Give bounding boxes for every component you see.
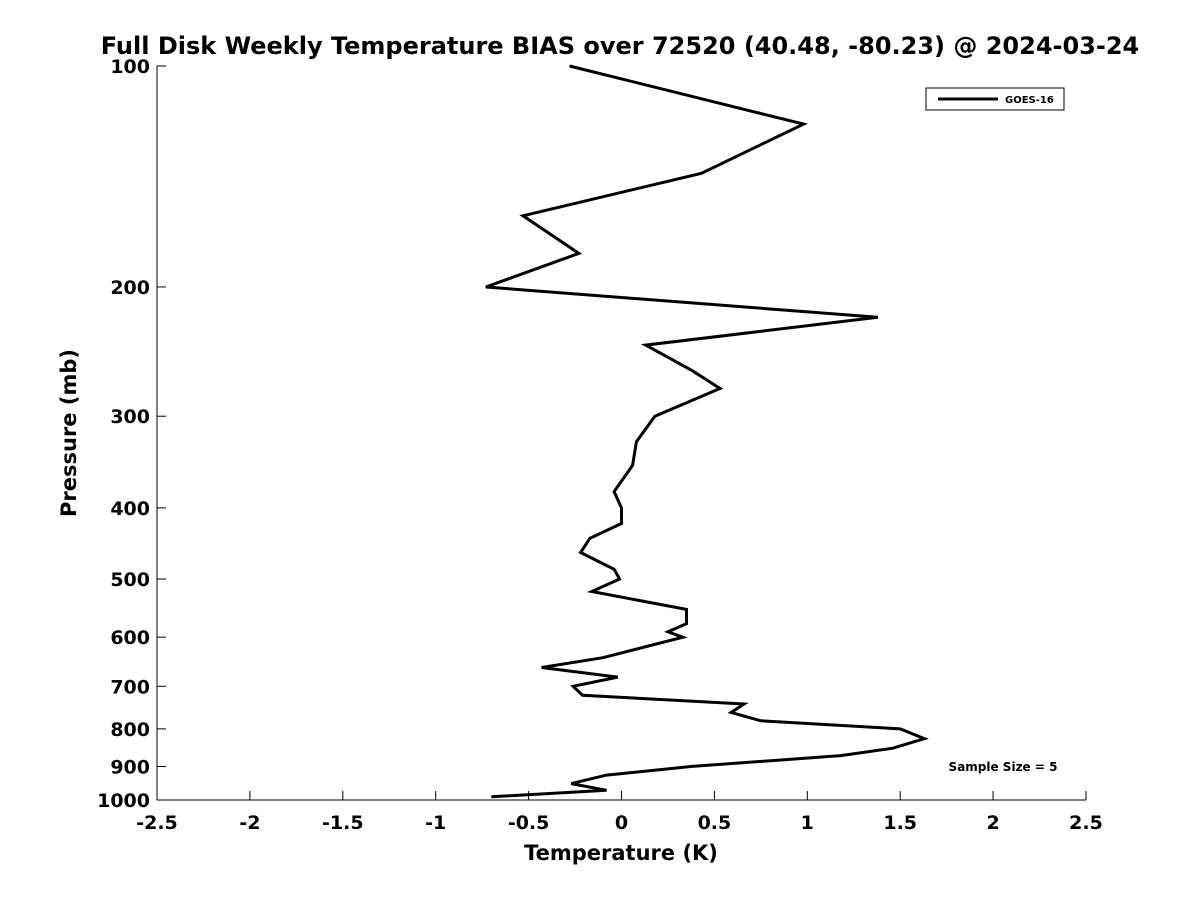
y-tick-label: 1000 — [97, 790, 150, 812]
legend-label-goes-16: GOES-16 — [1005, 95, 1054, 106]
y-tick-label: 500 — [110, 569, 150, 591]
y-axis-label: Pressure (mb) — [57, 349, 81, 517]
chart-title: Full Disk Weekly Temperature BIAS over 7… — [101, 32, 1140, 60]
x-tick-label: 2.5 — [1069, 812, 1103, 834]
x-axis-label: Temperature (K) — [524, 841, 718, 865]
series-line-goes-16 — [485, 64, 929, 799]
y-tick-label: 900 — [110, 756, 150, 778]
x-tick-label: 1.5 — [883, 812, 917, 834]
x-tick-label: 1 — [801, 812, 814, 834]
plot-area: -2.5 -2 -1.5 -1 -0.5 0 0.5 1 1.5 2 2.5 100 200 300 40… — [97, 56, 1103, 834]
x-tick-label: -0.5 — [508, 812, 550, 834]
x-tick-label: 0 — [615, 812, 628, 834]
series-layer — [485, 64, 929, 799]
y-tick-label: 200 — [110, 277, 150, 299]
sample-size-annotation: Sample Size = 5 — [949, 760, 1058, 774]
x-tick-label: -1.5 — [322, 812, 364, 834]
x-tick-label: -1 — [425, 812, 446, 834]
x-tick-label: 2 — [986, 812, 999, 834]
x-axis-ticks: -2.5 -2 -1.5 -1 -0.5 0 0.5 1 1.5 2 2.5 — [136, 791, 1103, 834]
x-tick-label: -2 — [239, 812, 260, 834]
x-tick-label: 0.5 — [698, 812, 732, 834]
y-tick-label: 600 — [110, 627, 150, 649]
y-tick-label: 700 — [110, 676, 150, 698]
x-tick-label: -2.5 — [136, 812, 178, 834]
y-tick-label: 800 — [110, 719, 150, 741]
y-tick-label: 300 — [110, 406, 150, 428]
y-axis-ticks: 100 200 300 400 500 600 700 800 900 1000 — [97, 56, 166, 812]
y-tick-label: 400 — [110, 498, 150, 520]
legend: GOES-16 — [925, 87, 1065, 111]
y-tick-label: 100 — [110, 56, 150, 78]
